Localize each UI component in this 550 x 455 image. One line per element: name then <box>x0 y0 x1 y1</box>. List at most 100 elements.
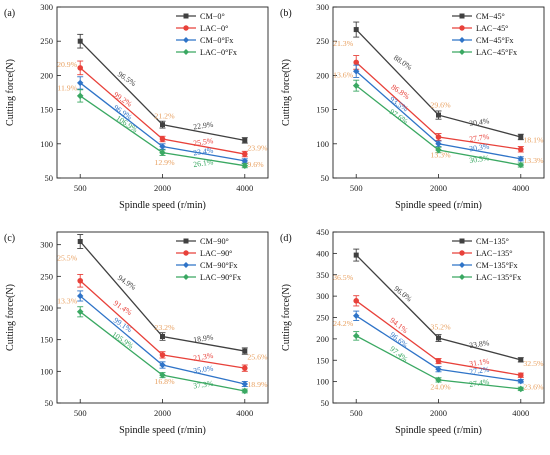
annotation-percent: 12.9% <box>154 158 175 167</box>
series-cmfx <box>353 64 524 163</box>
annotation-percent: 37.3% <box>193 379 215 391</box>
y-tick-label: 150 <box>316 105 329 115</box>
data-point-square <box>77 38 83 44</box>
data-point-circle <box>517 146 524 153</box>
chart-panel-1: 50 100 150 200 250 300 500 2000 4000 Spindle spee… <box>4 2 269 211</box>
legend-marker <box>183 25 189 31</box>
series-cm <box>77 234 248 355</box>
y-tick-label: 100 <box>316 139 329 149</box>
data-point-square <box>353 27 359 33</box>
annotation-percent: 26.1% <box>193 157 215 169</box>
panel-label: (a) <box>4 8 15 19</box>
series-cmfx <box>77 290 248 388</box>
annotation-percent: 18.9% <box>247 380 268 389</box>
data-point-diamond <box>435 140 442 147</box>
y-tick-label: 50 <box>45 398 54 408</box>
annotation-percent: 27.4% <box>469 377 491 389</box>
data-point-circle <box>435 134 442 140</box>
annotation-percent: 32.5% <box>523 359 544 368</box>
annotation-percent: 23.9% <box>247 144 268 153</box>
data-point-diamond <box>159 371 166 379</box>
data-point-diamond <box>77 292 84 300</box>
legend-marker <box>183 49 189 55</box>
x-axis-label: Spindle speed (r/min) <box>119 425 206 436</box>
data-point-diamond <box>352 332 360 340</box>
y-tick-label: 250 <box>40 36 53 46</box>
legend: CM−90° LAC−90° CM−90°Fx LAC−90°Fx <box>176 237 241 282</box>
data-point-square <box>518 357 524 363</box>
series-lacfx <box>352 79 525 169</box>
data-point-diamond <box>517 161 525 169</box>
annotation-percent: 36.5% <box>333 273 354 282</box>
data-point-circle <box>435 358 442 364</box>
legend-marker <box>459 25 465 31</box>
series-lac <box>77 273 248 372</box>
annotation-percent: 20.9% <box>57 60 78 69</box>
legend-label: LAC−90° <box>200 249 232 258</box>
data-point-diamond <box>159 143 166 150</box>
data-point-diamond <box>159 149 166 156</box>
data-point-diamond <box>241 380 248 388</box>
annotation-percent: 16.8% <box>154 377 175 386</box>
x-tick-label: 4000 <box>512 408 529 418</box>
annotation-percent: 25.6% <box>247 352 268 361</box>
y-tick-label: 100 <box>316 377 329 387</box>
annotation-percent: 25.5% <box>57 254 78 263</box>
series-cm <box>77 33 248 144</box>
y-tick-label: 400 <box>316 248 329 258</box>
y-tick-label: 200 <box>40 70 53 80</box>
x-axis-label: Spindle speed (r/min) <box>395 425 482 436</box>
legend-label: LAC−90°Fx <box>200 273 241 282</box>
legend-label: CM−135° <box>476 237 509 246</box>
data-point-circle <box>353 298 360 304</box>
legend-marker <box>183 250 189 256</box>
legend-label: LAC−135°Fx <box>476 273 521 282</box>
x-tick-label: 500 <box>350 408 363 418</box>
data-point-square <box>160 334 165 339</box>
y-tick-label: 250 <box>316 36 329 46</box>
legend-marker <box>459 250 465 256</box>
data-point-diamond <box>435 146 442 154</box>
legend-marker <box>183 37 189 43</box>
y-tick-label: 450 <box>316 227 329 237</box>
annotation-percent: 27.7% <box>469 132 491 144</box>
y-tick-label: 200 <box>40 303 53 313</box>
series-cmfx <box>353 310 524 385</box>
legend-label: CM−0°Fx <box>200 36 233 45</box>
x-tick-label: 2000 <box>154 408 171 418</box>
x-tick-label: 4000 <box>236 408 253 418</box>
legend-marker <box>183 262 189 268</box>
data-point-square <box>436 112 441 118</box>
data-point-diamond <box>76 308 84 316</box>
data-point-diamond <box>352 82 360 89</box>
data-point-square <box>518 134 524 140</box>
data-point-diamond <box>77 79 84 87</box>
series-cmfx <box>77 76 248 165</box>
legend-label: CM−45°Fx <box>476 36 513 45</box>
annotation-percent: 18.9% <box>193 333 215 345</box>
legend-label: LAC−135° <box>476 249 513 258</box>
annotation-percent: 31.1% <box>469 357 491 369</box>
annotation-percent: 13.3% <box>430 150 451 159</box>
legend-label: CM−0° <box>200 12 225 21</box>
annotation-percent: 23.4% <box>193 146 215 158</box>
annotation-percent: 9.6% <box>247 160 264 169</box>
annotation-percent: 23.2% <box>154 323 175 332</box>
panel-label: (b) <box>280 8 292 19</box>
x-tick-label: 500 <box>350 183 363 193</box>
x-tick-label: 4000 <box>236 183 253 193</box>
x-tick-label: 500 <box>74 183 87 193</box>
annotation-percent: 25.5% <box>193 136 215 148</box>
legend-marker <box>459 238 465 244</box>
x-tick-label: 2000 <box>154 183 171 193</box>
y-tick-label: 150 <box>316 355 329 365</box>
annotation-percent: 30.5% <box>469 153 491 165</box>
data-point-circle <box>353 59 360 66</box>
y-tick-label: 250 <box>40 271 53 281</box>
y-tick-label: 100 <box>40 366 53 376</box>
legend-label: LAC−45°Fx <box>476 48 517 57</box>
legend-label: CM−45° <box>476 12 505 21</box>
data-point-square <box>353 252 359 258</box>
annotation-percent: 24.2% <box>333 319 354 328</box>
